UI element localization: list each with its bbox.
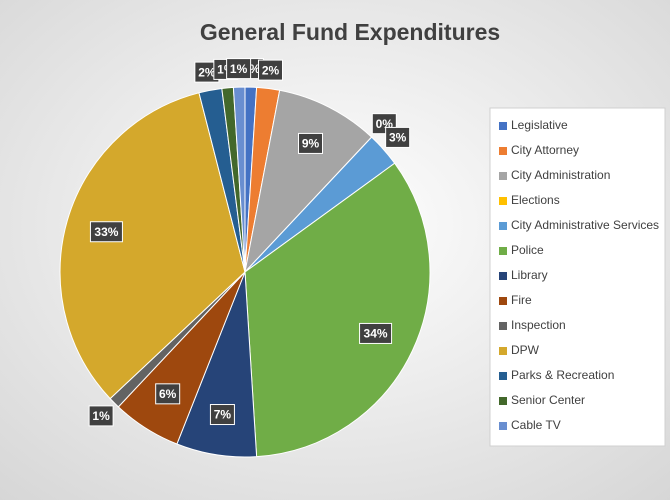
legend-label: Elections — [511, 193, 560, 207]
legend-marker — [499, 297, 507, 305]
legend-label: Parks & Recreation — [511, 368, 614, 382]
legend-label: City Attorney — [511, 143, 579, 157]
data-label: 9% — [302, 137, 320, 151]
data-label-box — [258, 59, 284, 81]
legend-label: Legislative — [511, 118, 568, 132]
legend-marker — [499, 397, 507, 405]
legend-label: DPW — [511, 343, 540, 357]
legend-marker — [499, 222, 507, 230]
legend-marker — [499, 372, 507, 380]
data-label-box — [155, 383, 181, 405]
data-label-box — [298, 132, 324, 154]
legend-marker — [499, 122, 507, 130]
data-label: 2% — [198, 65, 216, 79]
data-label-box — [89, 221, 123, 243]
pie-slice — [232, 86, 246, 273]
legend-label: Cable TV — [511, 418, 561, 432]
data-label: 1% — [92, 409, 110, 423]
legend-label: Library — [511, 268, 548, 282]
data-label-box — [209, 404, 235, 426]
legend-label: City Administration — [511, 168, 610, 182]
legend-label: Inspection — [511, 318, 566, 332]
data-label-box — [359, 322, 393, 344]
data-label-box — [226, 58, 252, 80]
data-label: 2% — [262, 63, 280, 77]
data-label: 6% — [159, 387, 177, 401]
legend-marker — [499, 247, 507, 255]
data-label-box — [385, 126, 411, 148]
legend-label: Fire — [511, 293, 532, 307]
legend-box — [489, 107, 666, 447]
data-label: 7% — [214, 408, 232, 422]
legend-marker — [499, 272, 507, 280]
legend-label: Senior Center — [511, 393, 585, 407]
data-label: 1% — [230, 62, 248, 76]
legend-marker — [499, 322, 507, 330]
data-label: 33% — [94, 225, 118, 239]
legend-marker — [499, 347, 507, 355]
legend-marker — [499, 422, 507, 430]
legend-marker — [499, 147, 507, 155]
legend-label: Police — [511, 243, 544, 257]
data-label-box — [88, 405, 114, 427]
pie-slice — [59, 92, 246, 400]
legend-marker — [499, 172, 507, 180]
legend-label: City Administrative Services — [511, 218, 659, 232]
data-label: 34% — [364, 327, 388, 341]
data-label: 3% — [389, 131, 407, 145]
pie-slice — [244, 162, 431, 458]
chart-title: General Fund Expenditures — [200, 19, 500, 45]
legend-marker — [499, 197, 507, 205]
pie-slice — [244, 89, 373, 274]
